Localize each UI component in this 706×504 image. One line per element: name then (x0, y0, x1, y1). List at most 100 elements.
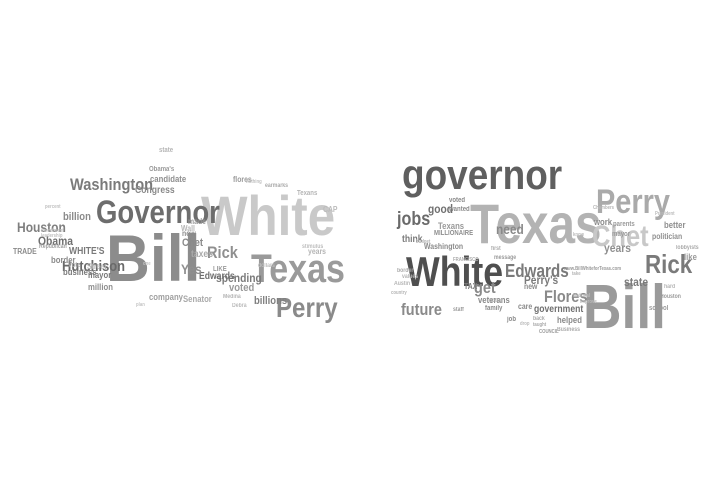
cloud-word: school (649, 305, 669, 312)
cloud-word: CAP (323, 205, 338, 214)
cloud-word: helped (557, 315, 582, 325)
cloud-word: back (533, 316, 545, 322)
cloud-word: Chambers (593, 205, 615, 211)
cloud-word: Congress (135, 185, 175, 196)
cloud-word: values (402, 274, 419, 280)
cloud-word: stimulus (302, 244, 324, 250)
cloud-word: jobs (397, 209, 431, 230)
cloud-word: first (491, 246, 501, 252)
cloud-word: Perry (596, 183, 670, 221)
cloud-word: Senator (183, 294, 212, 304)
cloud-word: years (604, 241, 631, 255)
cloud-word: Obama's (149, 166, 175, 173)
cloud-word: taught (533, 322, 547, 328)
cloud-word: MILLIONAIRE (434, 230, 474, 237)
cloud-word: Yes (181, 261, 202, 277)
cloud-word: Texans (297, 190, 318, 197)
cloud-word: Texans (438, 221, 465, 231)
cloud-word: improve (580, 299, 597, 305)
cloud-word: Rick (645, 249, 693, 279)
cloud-word: Texas (470, 192, 602, 255)
cloud-word: Austin (394, 281, 411, 287)
cloud-word: investment (41, 228, 64, 234)
cloud-word: Flores (544, 287, 588, 306)
cloud-word: dollars (258, 263, 275, 269)
cloud-word: veterans (478, 295, 510, 305)
cloud-word: care (518, 302, 533, 311)
cloud-word: Chet (182, 237, 204, 249)
cloud-word: taxes (191, 249, 213, 260)
cloud-word: spending (216, 271, 262, 285)
cloud-word: COUNCIL (539, 329, 559, 335)
cloud-word: WHITE'S (69, 246, 105, 257)
cloud-word: state (159, 147, 174, 154)
cloud-word: better (664, 220, 686, 230)
cloud-word: LIKE (213, 266, 227, 273)
cloud-word: Republican (39, 244, 67, 250)
cloud-word: company (149, 292, 183, 302)
cloud-word: work (594, 217, 613, 227)
cloud-word: business (63, 267, 97, 277)
cloud-word: like (684, 252, 697, 262)
cloud-word: Debra (232, 303, 247, 309)
cloud-word: parents (613, 221, 635, 228)
cloud-word: country (391, 290, 407, 296)
cloud-word: need (496, 221, 524, 237)
cloud-word: TRADE (13, 247, 37, 256)
cloud-word: billion (63, 211, 91, 223)
cloud-word: future (401, 300, 442, 319)
cloud-word: mayor (612, 231, 631, 238)
cloud-word: Bill (583, 273, 666, 342)
cloud-word: governor (402, 151, 563, 198)
cloud-word: Perry's (524, 273, 559, 287)
cloud-word: take (572, 271, 581, 277)
cloud-word: earmarks (265, 183, 288, 189)
cloud-word: Texas (251, 247, 345, 291)
cloud-word: candidate (150, 174, 187, 184)
cloud-word: Rick (207, 243, 238, 262)
cloud-word: Street (87, 262, 107, 271)
cloud-word: plan (136, 302, 145, 308)
cloud-word: politician (652, 232, 683, 241)
cloud-word: border (51, 255, 76, 265)
cloud-word: Houston (17, 219, 66, 235)
cloud-word: border (397, 268, 414, 274)
cloud-word: President (655, 211, 675, 217)
cloud-word: Obama (38, 234, 73, 248)
cloud-word: Wall (181, 224, 195, 233)
cloud-word: Governor (96, 194, 220, 230)
cloud-word: Medina (223, 294, 241, 300)
cloud-word: TAX (464, 282, 478, 291)
cloud-word: good (428, 202, 453, 216)
cloud-word: job (507, 316, 517, 323)
cloud-word: one (143, 261, 151, 267)
cloud-word: Bill (106, 221, 201, 295)
cloud-word: years (308, 247, 326, 256)
cloud-word: voted (449, 197, 466, 204)
cloud-word: leadership (41, 233, 63, 239)
cloud-word: Washington (70, 175, 154, 194)
cloud-word: family (485, 305, 503, 312)
cloud-word: Houston (660, 294, 681, 300)
cloud-word: FRANCISCO (453, 257, 479, 263)
cloud-word: dollar (489, 298, 504, 304)
cloud-word: nothing (246, 179, 262, 185)
cloud-word: Edwards (505, 261, 569, 281)
cloud-word: White (201, 184, 336, 247)
cloud-word: lobbyists (676, 245, 699, 251)
cloud-word: budget (416, 239, 431, 245)
cloud-word: www.BillWhiteforTexas.com (564, 266, 622, 272)
cloud-word: billions (254, 295, 288, 307)
cloud-word: Vote (68, 262, 81, 269)
cloud-word: staff (453, 307, 464, 313)
cloud-word: hard (664, 284, 676, 290)
cloud-word: now (182, 229, 196, 238)
cloud-word: flores (233, 175, 252, 184)
cloud-word: Hutchison (62, 258, 126, 275)
cloud-word: mayor (88, 270, 112, 280)
cloud-word: White (406, 248, 504, 295)
cloud-word: made (188, 217, 206, 226)
cloud-word: Perry (276, 292, 338, 323)
cloud-word: National (573, 293, 590, 299)
